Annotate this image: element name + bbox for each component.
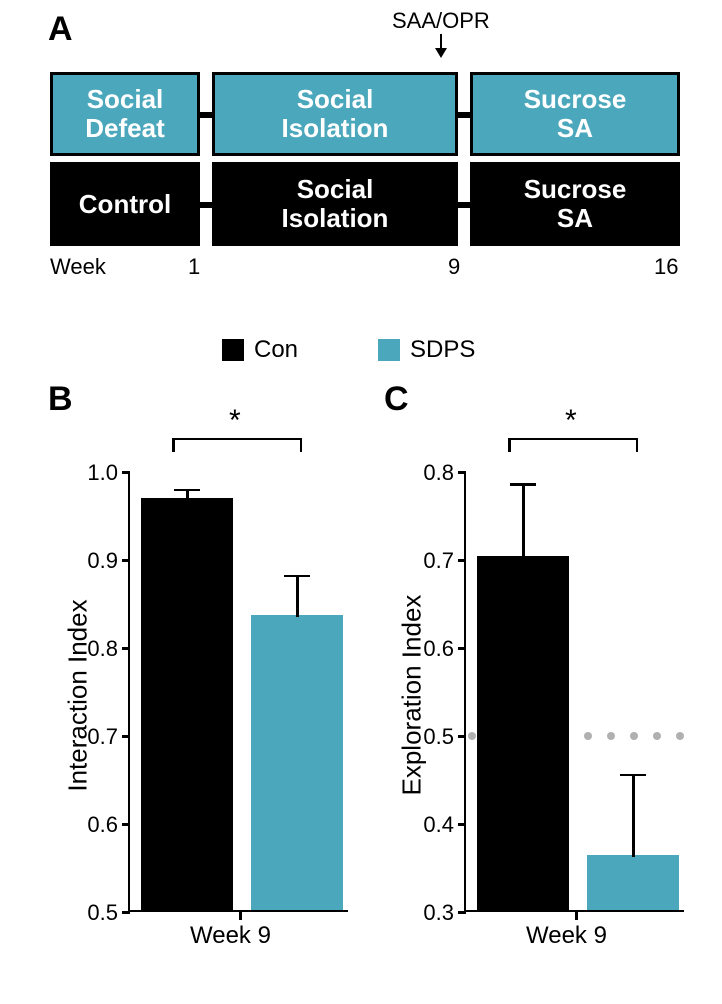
panel-c-sig-bracket	[508, 438, 638, 440]
panel-c-chart: Exploration Index 0.30.40.50.60.70.8 * W…	[378, 400, 688, 910]
y-tick	[122, 911, 130, 914]
box-sucrose-sa-top: Sucrose SA	[470, 72, 680, 156]
panel-c-plot: 0.30.40.50.60.70.8	[464, 472, 684, 912]
y-tick	[122, 559, 130, 562]
box-text: Sucrose SA	[524, 175, 627, 232]
y-tick	[122, 823, 130, 826]
box-text: Sucrose SA	[524, 85, 627, 142]
legend-label-con: Con	[254, 336, 298, 364]
timeline-rows: Social Defeat Social Isolation Sucrose S…	[50, 72, 680, 246]
legend-con: Con	[222, 336, 298, 364]
bar-con	[141, 498, 233, 910]
panel-a-label: A	[48, 10, 73, 49]
panel-c-asterisk: *	[565, 404, 577, 438]
errorcap	[174, 489, 200, 492]
y-tick-label: 0.7	[416, 548, 454, 574]
y-tick-label: 0.8	[80, 636, 118, 662]
panel-b-asterisk: *	[229, 404, 241, 438]
panel-c-ylabel: Exploration Index	[397, 596, 428, 796]
y-tick	[122, 647, 130, 650]
timeline-row-top: Social Defeat Social Isolation Sucrose S…	[50, 72, 680, 156]
y-tick	[122, 471, 130, 474]
y-tick	[458, 471, 466, 474]
week-tick-9: 9	[448, 254, 460, 280]
week-label: Week	[50, 254, 106, 280]
y-tick	[122, 735, 130, 738]
y-tick	[458, 823, 466, 826]
box-social-defeat: Social Defeat	[50, 72, 200, 156]
x-tick	[239, 912, 242, 920]
y-tick-label: 0.5	[80, 900, 118, 926]
y-tick-label: 0.5	[416, 724, 454, 750]
y-tick-label: 0.4	[416, 812, 454, 838]
bar-sdps	[251, 615, 343, 910]
panel-b-chart: Interaction Index 0.50.60.70.80.91.0 * W…	[42, 400, 352, 910]
week-tick-16: 16	[654, 254, 678, 280]
legend-swatch-con	[222, 339, 244, 361]
errorbar	[522, 483, 525, 558]
y-tick-label: 0.6	[80, 812, 118, 838]
timeline-row-bottom: Control Social Isolation Sucrose SA	[50, 162, 680, 246]
y-tick-label: 0.8	[416, 460, 454, 486]
bar-sdps	[587, 855, 679, 910]
box-sucrose-sa-bottom: Sucrose SA	[470, 162, 680, 246]
legend-sdps: SDPS	[378, 336, 475, 364]
panel-b-ylabel: Interaction Index	[63, 596, 94, 796]
box-text: Social Isolation	[282, 175, 389, 232]
y-tick-label: 0.7	[80, 724, 118, 750]
x-tick	[575, 912, 578, 920]
box-social-isolation-top: Social Isolation	[212, 72, 458, 156]
week-tick-1: 1	[188, 254, 200, 280]
legend-label-sdps: SDPS	[410, 336, 475, 364]
panel-b-plot: 0.50.60.70.80.91.0	[128, 472, 348, 912]
bar-con	[477, 556, 569, 910]
y-tick-label: 0.3	[416, 900, 454, 926]
saa-arrow	[440, 34, 442, 56]
errorcap	[620, 774, 646, 777]
box-text: Control	[79, 190, 171, 219]
box-social-isolation-bottom: Social Isolation	[212, 162, 458, 246]
box-control: Control	[50, 162, 200, 246]
panel-c-xlabel: Week 9	[526, 922, 607, 950]
errorcap	[284, 575, 310, 578]
y-tick-label: 1.0	[80, 460, 118, 486]
panel-b-xlabel: Week 9	[190, 922, 271, 950]
y-tick	[458, 735, 466, 738]
y-tick	[458, 647, 466, 650]
errorbar	[632, 774, 635, 858]
box-text: Social Defeat	[85, 85, 164, 142]
saa-opr-label: SAA/OPR	[392, 8, 490, 34]
y-tick-label: 0.6	[416, 636, 454, 662]
panel-b-sig-bracket	[172, 438, 302, 440]
y-tick	[458, 911, 466, 914]
legend-swatch-sdps	[378, 339, 400, 361]
errorbar	[296, 575, 299, 617]
errorcap	[510, 483, 536, 486]
box-text: Social Isolation	[282, 85, 389, 142]
y-tick	[458, 559, 466, 562]
y-tick-label: 0.9	[80, 548, 118, 574]
